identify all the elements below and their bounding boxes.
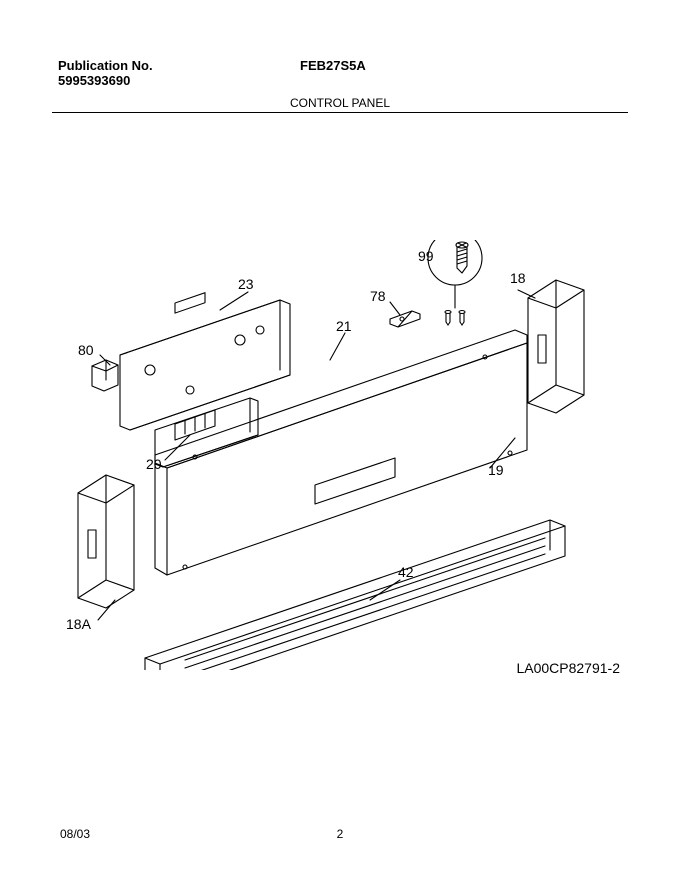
callout-21: 21 [336,318,352,334]
callout-19: 19 [488,462,504,478]
callout-18: 18 [510,270,526,286]
exploded-diagram: 99 18 78 23 21 80 20 19 18A 42 [60,240,620,670]
callout-23: 23 [238,276,254,292]
header-rule [52,112,628,113]
callout-99: 99 [418,248,434,264]
callout-20: 20 [146,456,162,472]
callout-18A: 18A [66,616,91,632]
section-title: CONTROL PANEL [0,96,680,110]
drawing-code: LA00CP82791-2 [516,660,620,676]
model-number: FEB27S5A [300,58,366,73]
callout-78: 78 [370,288,386,304]
publication-number: 5995393690 [58,73,622,88]
diagram-svg [60,240,620,670]
footer-page: 2 [0,827,680,841]
callout-42: 42 [398,564,414,580]
callout-80: 80 [78,342,94,358]
